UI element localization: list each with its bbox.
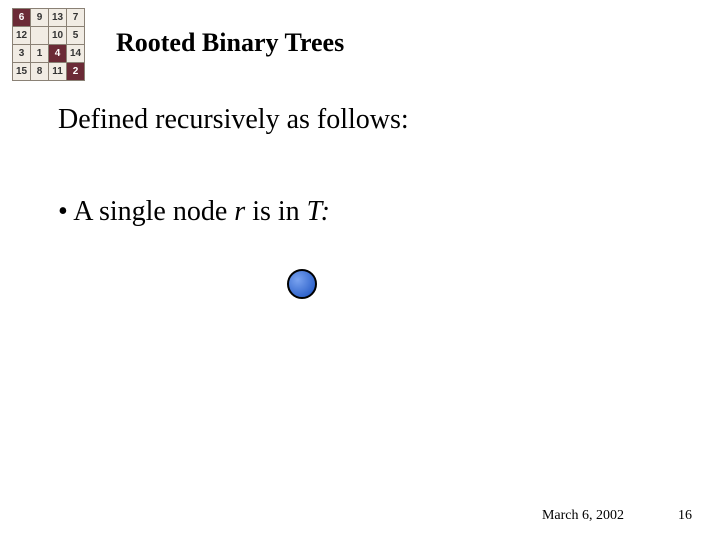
- logo-cell: 1: [31, 45, 48, 62]
- logo-number-grid: 6 9 13 7 12 10 5 3 1 4 14 15 8 11 2: [12, 8, 85, 81]
- logo-cell: 7: [67, 9, 84, 26]
- footer-date: March 6, 2002: [542, 508, 624, 524]
- logo-cell: 8: [31, 63, 48, 80]
- bullet-var-r: r: [234, 196, 245, 227]
- logo-cell: 10: [49, 27, 66, 44]
- bullet-item: • A single node r is in T:: [58, 196, 330, 228]
- logo-cell: 12: [13, 27, 30, 44]
- logo-cell: [31, 27, 48, 44]
- logo-cell: 4: [49, 45, 66, 62]
- tree-node-icon: [286, 268, 318, 305]
- slide: 6 9 13 7 12 10 5 3 1 4 14 15 8 11 2: [0, 0, 720, 540]
- logo-cell: 15: [13, 63, 30, 80]
- logo-cell: 13: [49, 9, 66, 26]
- logo-cell: 14: [67, 45, 84, 62]
- bullet-marker: •: [58, 196, 68, 227]
- logo-cell: 3: [13, 45, 30, 62]
- logo-table: 6 9 13 7 12 10 5 3 1 4 14 15 8 11 2: [12, 8, 85, 81]
- definition-text: Defined recursively as follows:: [58, 104, 409, 136]
- bullet-var-t: T:: [307, 196, 330, 227]
- bullet-mid: is in: [245, 196, 306, 227]
- logo-cell: 11: [49, 63, 66, 80]
- node-svg: [286, 268, 318, 300]
- logo-cell: 2: [67, 63, 84, 80]
- logo-cell: 6: [13, 9, 30, 26]
- bullet-prefix: A single node: [73, 196, 234, 227]
- footer-page-number: 16: [678, 508, 692, 524]
- logo-cell: 9: [31, 9, 48, 26]
- slide-title: Rooted Binary Trees: [116, 28, 344, 58]
- logo-cell: 5: [67, 27, 84, 44]
